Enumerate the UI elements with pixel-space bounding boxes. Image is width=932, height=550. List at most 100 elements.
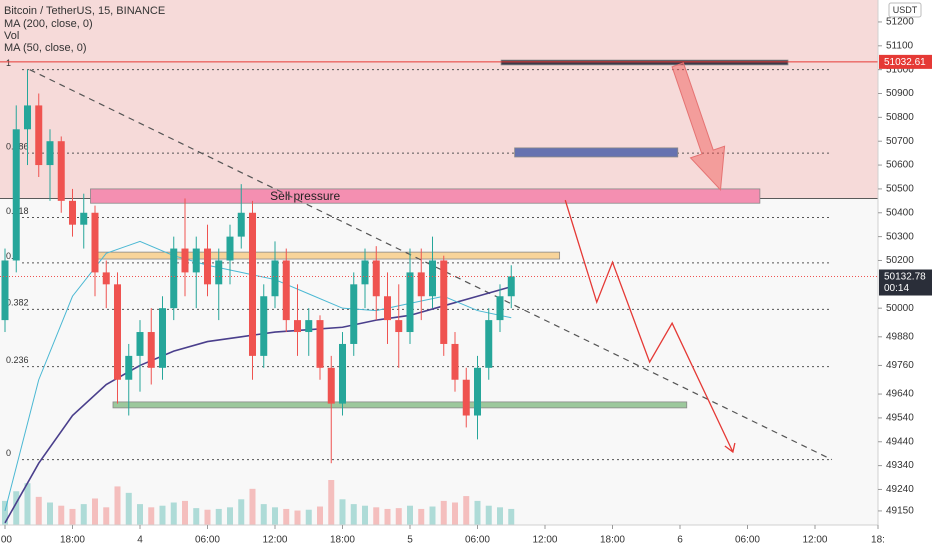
y-tick-label: 51100: [886, 40, 914, 51]
x-tick-label: 06:00: [735, 535, 760, 546]
y-tick-label: 50700: [886, 136, 914, 147]
x-tick-label: :00: [0, 535, 12, 546]
zone: [500, 59, 789, 66]
volume-bar: [260, 504, 267, 525]
candle-body: [485, 320, 493, 368]
x-tick-label: 5: [407, 535, 413, 546]
volume-bar: [204, 509, 211, 525]
candle-body: [462, 379, 470, 416]
volume-bar: [429, 506, 436, 525]
volume-bar: [283, 508, 290, 525]
volume-bar: [80, 504, 87, 525]
volume-bar: [170, 502, 177, 525]
x-tick-label: 12:00: [802, 535, 827, 546]
y-tick-label: 50000: [886, 303, 914, 314]
x-tick-label: 6: [677, 535, 683, 546]
candle-body: [23, 105, 31, 130]
y-tick-label: 50400: [886, 207, 914, 218]
y-tick-label: 49640: [886, 389, 914, 400]
candle-body: [136, 332, 144, 356]
x-tick-label: 12:00: [262, 535, 287, 546]
volume-bar: [69, 508, 76, 525]
y-tick-label: 49880: [886, 331, 914, 342]
candle-body: [248, 212, 256, 356]
candle-body: [80, 212, 88, 225]
currency-box: [888, 2, 922, 18]
candle-body: [350, 284, 358, 344]
last-price-tag: [879, 269, 932, 296]
volume-bar: [440, 500, 447, 525]
alert-price-tag: [879, 54, 932, 69]
volume-bar: [181, 500, 188, 525]
volume-bar: [13, 491, 20, 525]
candle-body: [338, 343, 346, 404]
candle-body: [440, 260, 448, 344]
x-tick-label: 06:00: [195, 535, 220, 546]
candle-body: [35, 105, 43, 166]
candle-body: [507, 276, 515, 297]
y-tick-label: 50900: [886, 88, 914, 99]
red-zone: [0, 0, 878, 199]
candle-body: [125, 355, 133, 380]
volume-bar: [46, 502, 53, 525]
y-tick-label: 50500: [886, 184, 914, 195]
indicator-label: Vol: [4, 30, 19, 42]
y-tick-label: 49760: [886, 360, 914, 371]
y-tick-label: 49540: [886, 413, 914, 424]
candle-body: [451, 343, 459, 380]
candle-body: [12, 129, 20, 261]
volume-bar: [1, 500, 8, 525]
x-tick-label: 4: [137, 535, 143, 546]
candle-body: [158, 308, 166, 368]
zone-label: Sell pressure: [270, 189, 340, 203]
candle-body: [271, 260, 279, 297]
candle-body: [395, 320, 403, 333]
indicator-label: MA (50, close, 0): [4, 42, 87, 54]
volume-bar: [294, 510, 301, 525]
candle-body: [293, 320, 301, 333]
candle-body: [260, 296, 268, 356]
volume-bar: [58, 505, 65, 525]
volume-bar: [249, 488, 256, 525]
volume-bar: [305, 509, 312, 525]
volume-bar: [125, 492, 132, 525]
candle-body: [1, 260, 9, 321]
volume-bar: [136, 504, 143, 525]
big-arrow: [671, 62, 726, 192]
candle-body: [147, 332, 155, 368]
volume-bar: [103, 507, 110, 525]
y-tick-label: 49150: [886, 506, 914, 517]
x-tick-label: 18:00: [600, 535, 625, 546]
price-axis: 51200 51100 51000 50900 50800 50700 50600 50500…: [878, 17, 932, 517]
candle-body: [473, 367, 481, 416]
volume-bar: [406, 505, 413, 525]
volume-bar: [474, 500, 481, 525]
y-tick-label: 50600: [886, 160, 914, 171]
y-tick-label: 50300: [886, 231, 914, 242]
volume-bar: [463, 496, 470, 525]
volume-bar: [485, 505, 492, 525]
candle-body: [316, 320, 324, 368]
volume-bar: [91, 498, 98, 525]
candle-body: [46, 141, 54, 166]
y-tick-label: 50200: [886, 255, 914, 266]
volume-bar: [271, 507, 278, 525]
ma-line: [4, 240, 512, 512]
volume-bar: [226, 507, 233, 525]
candle-body: [192, 248, 200, 273]
volume-bar: [215, 508, 222, 525]
volume-bar: [350, 504, 357, 525]
volume-bar: [508, 508, 515, 525]
volume-bar: [193, 508, 200, 525]
candle-body: [226, 236, 234, 261]
candle-body: [170, 248, 178, 309]
zone: [514, 147, 679, 158]
candle-body: [282, 260, 290, 321]
fib-label: 1: [6, 58, 11, 68]
volume-bar: [395, 508, 402, 525]
x-tick-label: 12:00: [532, 535, 557, 546]
volume-bar: [339, 499, 346, 525]
y-tick-label: 51000: [886, 64, 914, 75]
last-price-label: 50132.78: [884, 272, 926, 283]
